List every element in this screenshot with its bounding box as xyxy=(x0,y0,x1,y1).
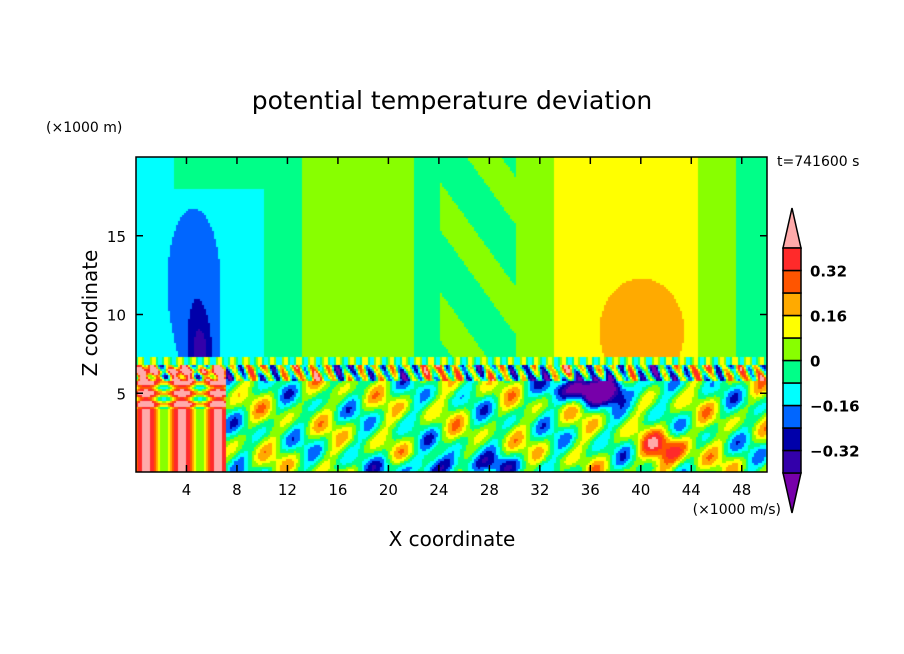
colorbar-over-triangle xyxy=(782,207,802,249)
y-axis-label: Z coordinate xyxy=(78,249,102,377)
plot-frame xyxy=(135,156,768,473)
chart-title: potential temperature deviation xyxy=(251,86,653,115)
y-tick-label: 15 xyxy=(107,228,126,246)
colorbar-swatch xyxy=(782,404,802,429)
x-tick-label: 48 xyxy=(732,481,751,499)
x-tick-label: 40 xyxy=(631,481,650,499)
colorbar-label: 0.32 xyxy=(810,263,847,281)
time-label: t=741600 s xyxy=(777,154,860,170)
y-tick-label: 10 xyxy=(107,307,126,325)
colorbar-swatch xyxy=(782,449,802,474)
x-tick-label: 8 xyxy=(232,481,242,499)
x-tick-label: 4 xyxy=(182,481,192,499)
colorbar-label: 0 xyxy=(810,353,820,371)
colorbar-label: −0.32 xyxy=(810,443,860,461)
x-tick-label: 20 xyxy=(379,481,398,499)
x-tick-label: 16 xyxy=(328,481,347,499)
colorbar-under-triangle xyxy=(782,472,802,514)
x-tick-label: 44 xyxy=(682,481,701,499)
colorbar-swatch xyxy=(782,427,802,452)
x-ticks: 4 8 12 16 20 24 28 32 36 40 44 48 xyxy=(182,157,751,499)
y-ticks: 5 10 15 xyxy=(107,228,767,403)
x-tick-label: 36 xyxy=(581,481,600,499)
colorbar: 0.32 0.16 0 −0.16 −0.32 xyxy=(782,207,860,514)
colorbar-swatch xyxy=(782,337,802,362)
y-tick-label: 5 xyxy=(116,385,126,403)
x-unit-label: (×1000 m/s) xyxy=(692,502,781,518)
x-tick-label: 32 xyxy=(530,481,549,499)
colorbar-swatch xyxy=(782,382,802,407)
x-tick-label: 24 xyxy=(429,481,448,499)
colorbar-swatch xyxy=(782,292,802,317)
x-axis-label: X coordinate xyxy=(388,527,516,551)
x-tick-label: 28 xyxy=(480,481,499,499)
colorbar-swatch xyxy=(782,359,802,384)
colorbar-swatch xyxy=(782,269,802,294)
x-tick-label: 12 xyxy=(278,481,297,499)
colorbar-label: 0.16 xyxy=(810,308,847,326)
y-unit-label: (×1000 m) xyxy=(46,120,123,136)
contour-field xyxy=(136,157,767,472)
colorbar-label: −0.16 xyxy=(810,398,860,416)
colorbar-swatch xyxy=(782,247,802,272)
colorbar-swatch xyxy=(782,314,802,339)
